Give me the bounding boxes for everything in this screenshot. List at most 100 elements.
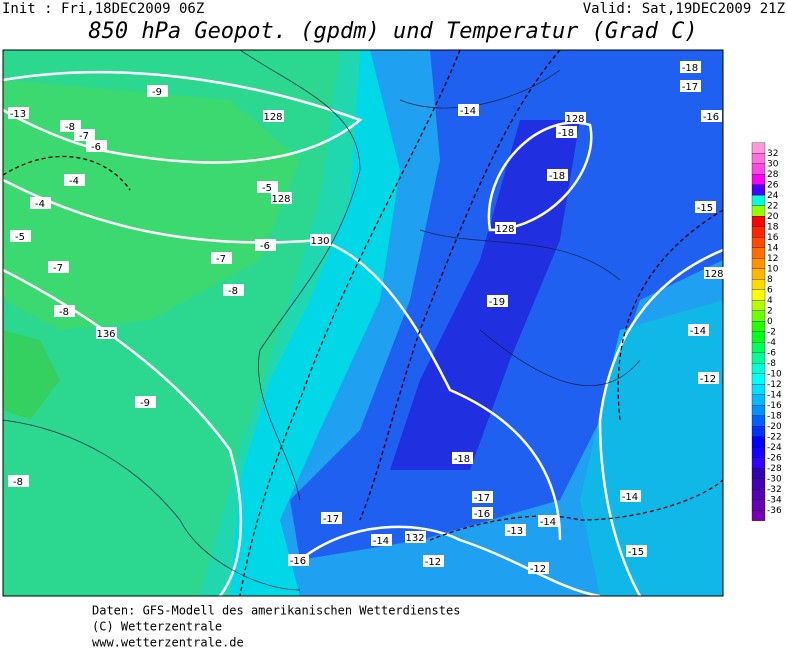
label-box [211, 252, 232, 264]
colorbar-swatch [751, 352, 766, 364]
label-box [310, 234, 331, 246]
colorbar-swatch [751, 247, 766, 259]
colorbar-swatch [751, 331, 766, 343]
label-box [695, 201, 716, 213]
label-box [8, 107, 29, 119]
colorbar-label: 20 [767, 212, 779, 222]
colorbar-swatch [751, 468, 766, 479]
colorbar-swatch [751, 415, 766, 427]
label-box [10, 230, 31, 242]
label-box [30, 197, 51, 209]
contour-label: -18 [454, 454, 470, 465]
footer-line: Daten: GFS-Modell des amerikanischen Wet… [92, 604, 460, 618]
colorbar-label: -8 [767, 359, 776, 369]
label-box [472, 491, 493, 503]
contour-label: -18 [682, 63, 698, 74]
colorbar-label: -20 [767, 422, 782, 432]
temperature-isolines [3, 50, 723, 596]
colorbar-label: -32 [767, 485, 782, 495]
contour-label: -19 [489, 297, 505, 308]
init-time: Init : Fri,18DEC2009 06Z [2, 1, 204, 17]
colorbar-label: -28 [767, 464, 782, 474]
colorbar-swatch [751, 174, 766, 185]
contour-label: -4 [35, 199, 45, 210]
colorbar-label: 12 [767, 254, 778, 264]
label-box [565, 112, 586, 124]
label-box [147, 85, 168, 97]
label-box [405, 531, 426, 543]
contour-label: 130 [310, 236, 329, 247]
colorbar-swatch [751, 258, 766, 269]
contour-label: -7 [79, 131, 89, 142]
colorbar-label: 24 [767, 191, 779, 201]
coastlines [3, 50, 641, 591]
colorbar-swatch [751, 384, 766, 395]
colorbar-label: 18 [767, 222, 779, 232]
label-box [271, 192, 292, 204]
footer-line: www.wetterzentrale.de [92, 636, 244, 649]
colorbar-swatch [751, 478, 766, 490]
colorbar: 32302826242220181614121086420-2-4-6-8-10… [751, 142, 782, 521]
label-box [472, 507, 493, 519]
contour-label: -13 [10, 109, 26, 120]
colorbar-swatch [751, 405, 766, 416]
colorbar-label: -30 [767, 474, 782, 484]
label-box [48, 261, 69, 273]
contour-label: -14 [373, 536, 389, 547]
colorbar-label: 16 [767, 233, 779, 243]
contour-label: -15 [697, 203, 713, 214]
label-box [620, 490, 641, 502]
contour-label: -8 [228, 286, 238, 297]
label-box [505, 524, 526, 536]
colorbar-swatch [751, 289, 766, 301]
colorbar-swatch [751, 153, 766, 164]
contour-label: -13 [507, 526, 523, 537]
colorbar-label: -36 [767, 506, 782, 516]
label-box [626, 545, 647, 557]
colorbar-label: -26 [767, 453, 782, 463]
map-field [3, 50, 723, 596]
contour-label: -8 [13, 477, 23, 488]
map-title: 850 hPa Geopot. (gpdm) und Temperatur (G… [88, 19, 697, 44]
colorbar-swatch [751, 394, 766, 406]
colorbar-label: -22 [767, 432, 782, 442]
contour-label: 128 [271, 194, 290, 205]
contour-label: 128 [495, 224, 514, 235]
contour-label: 128 [704, 269, 723, 280]
contour-label: -9 [152, 87, 162, 98]
contour-label: -16 [474, 509, 490, 520]
colorbar-label: 30 [767, 159, 779, 169]
colorbar-swatch [751, 279, 766, 290]
contour-label: 128 [565, 114, 584, 125]
label-box [495, 222, 516, 234]
label-box [701, 110, 722, 122]
contour-label: -15 [628, 547, 644, 558]
colorbar-swatch [751, 342, 766, 353]
label-box [680, 61, 701, 73]
colorbar-label: 8 [767, 275, 773, 285]
colorbar-label: -16 [767, 401, 782, 411]
colorbar-swatch [751, 310, 766, 322]
contour-label: -9 [140, 398, 150, 409]
label-box [704, 267, 725, 279]
label-box [680, 80, 701, 92]
contour-label: -17 [474, 493, 490, 504]
contour-label: -5 [15, 232, 25, 243]
colorbar-label: 0 [767, 317, 773, 327]
colorbar-swatch [751, 195, 766, 206]
colorbar-swatch [751, 436, 766, 448]
label-box [135, 396, 156, 408]
colorbar-swatch [751, 363, 766, 374]
contour-label: -16 [290, 556, 306, 567]
contour-label: -14 [690, 326, 706, 337]
colorbar-label: -18 [767, 411, 782, 421]
colorbar-label: -6 [767, 348, 776, 358]
contour-label: -18 [549, 171, 565, 182]
colorbar-label: 22 [767, 201, 778, 211]
contour-label: -12 [425, 557, 441, 568]
label-box [547, 169, 568, 181]
label-box [538, 515, 559, 527]
field-east [580, 300, 723, 596]
label-box [263, 110, 284, 122]
